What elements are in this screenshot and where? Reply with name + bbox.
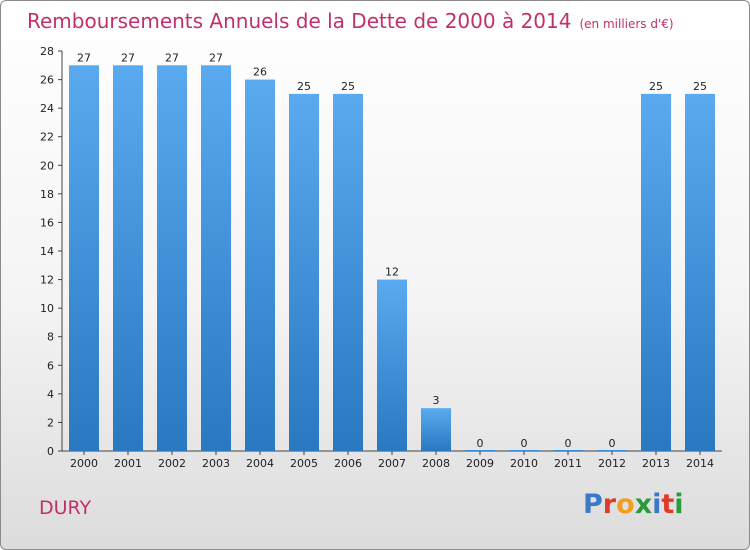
bar-value-label: 3 bbox=[433, 394, 440, 407]
chart-subtitle: (en milliers d'€) bbox=[579, 17, 674, 31]
y-tick-label: 22 bbox=[40, 131, 54, 144]
x-tick-label: 2006 bbox=[334, 457, 362, 470]
x-tick-label: 2009 bbox=[466, 457, 494, 470]
bar bbox=[333, 93, 363, 451]
x-tick-label: 2004 bbox=[246, 457, 274, 470]
bar bbox=[685, 93, 715, 451]
y-tick-label: 2 bbox=[47, 416, 54, 429]
chart-title: Remboursements Annuels de la Dette de 20… bbox=[27, 9, 674, 33]
x-tick-label: 2012 bbox=[598, 457, 626, 470]
y-tick-label: 12 bbox=[40, 274, 54, 287]
y-tick-label: 24 bbox=[40, 102, 54, 115]
bar-value-label: 27 bbox=[209, 51, 223, 64]
bar-value-label: 12 bbox=[385, 266, 399, 279]
bar-value-label: 0 bbox=[477, 437, 484, 450]
bar bbox=[69, 65, 99, 452]
x-tick-label: 2011 bbox=[554, 457, 582, 470]
bar bbox=[113, 65, 143, 452]
x-tick-label: 2001 bbox=[114, 457, 142, 470]
x-tick-label: 2014 bbox=[686, 457, 714, 470]
bar bbox=[553, 450, 583, 451]
chart-title-text: Remboursements Annuels de la Dette de 20… bbox=[27, 9, 572, 33]
bar-value-label: 27 bbox=[165, 51, 179, 64]
bar bbox=[245, 79, 275, 452]
y-tick-label: 0 bbox=[47, 445, 54, 458]
y-tick-label: 4 bbox=[47, 388, 54, 401]
bar bbox=[641, 93, 671, 451]
bar-value-label: 0 bbox=[565, 437, 572, 450]
y-tick-label: 28 bbox=[40, 45, 54, 58]
logo-letter: t bbox=[661, 489, 675, 520]
bar bbox=[377, 279, 407, 451]
logo-letter: i bbox=[674, 489, 684, 520]
logo-letter: P bbox=[583, 489, 603, 520]
y-tick-label: 18 bbox=[40, 188, 54, 201]
y-tick-label: 8 bbox=[47, 331, 54, 344]
bar bbox=[597, 450, 627, 451]
y-tick-label: 10 bbox=[40, 302, 54, 315]
bar-value-label: 25 bbox=[693, 80, 707, 93]
logo-letter: i bbox=[652, 489, 662, 520]
bar bbox=[421, 408, 451, 451]
bar bbox=[465, 450, 495, 451]
y-tick-label: 26 bbox=[40, 74, 54, 87]
x-tick-label: 2007 bbox=[378, 457, 406, 470]
logo-letter: r bbox=[602, 489, 617, 520]
x-tick-label: 2003 bbox=[202, 457, 230, 470]
y-tick-label: 14 bbox=[40, 245, 54, 258]
proxiti-logo[interactable]: Proxiti bbox=[583, 489, 684, 520]
bar bbox=[289, 93, 319, 451]
logo-letter: x bbox=[634, 489, 653, 520]
bar-value-label: 25 bbox=[649, 80, 663, 93]
bar-value-label: 27 bbox=[121, 51, 135, 64]
bar-value-label: 26 bbox=[253, 66, 267, 79]
bar bbox=[157, 65, 187, 452]
x-tick-label: 2013 bbox=[642, 457, 670, 470]
y-tick-label: 16 bbox=[40, 216, 54, 229]
x-tick-label: 2005 bbox=[290, 457, 318, 470]
x-tick-label: 2002 bbox=[158, 457, 186, 470]
x-tick-label: 2010 bbox=[510, 457, 538, 470]
bar-value-label: 25 bbox=[341, 80, 355, 93]
y-tick-label: 6 bbox=[47, 359, 54, 372]
y-tick-label: 20 bbox=[40, 159, 54, 172]
bars: 27 27 27 27 26 25 25 12 3 0 0 0 0 25 25 bbox=[69, 51, 715, 452]
bar-value-label: 0 bbox=[609, 437, 616, 450]
bar-value-label: 27 bbox=[77, 51, 91, 64]
bar bbox=[201, 65, 231, 452]
logo-letter: o bbox=[616, 489, 635, 520]
town-name: DURY bbox=[39, 497, 92, 519]
bar-value-label: 0 bbox=[521, 437, 528, 450]
bar bbox=[509, 450, 539, 451]
x-tick-label: 2008 bbox=[422, 457, 450, 470]
x-tick-label: 2000 bbox=[70, 457, 98, 470]
bar-value-label: 25 bbox=[297, 80, 311, 93]
